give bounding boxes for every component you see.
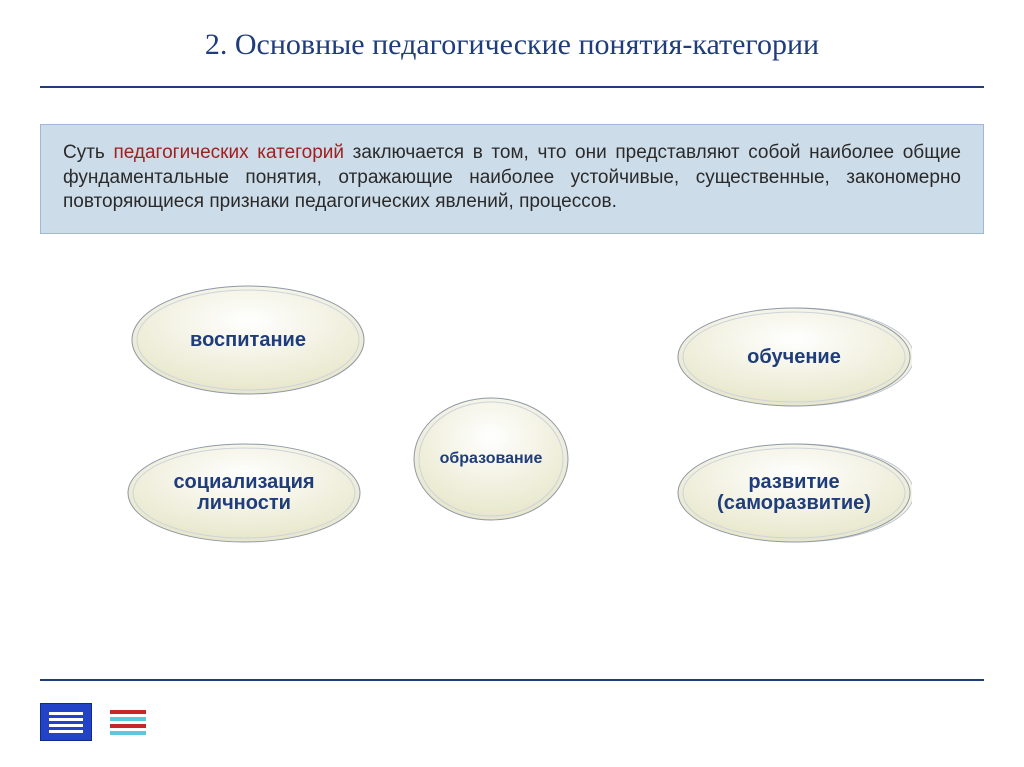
intro-highlight: педагогических категорий xyxy=(113,142,344,163)
concept-label: социализацияличности xyxy=(165,472,322,514)
concept-label: воспитание xyxy=(182,330,314,351)
bottom-divider xyxy=(40,679,984,681)
intro-prefix: Суть xyxy=(63,142,113,163)
concept-obrazovanie: образование xyxy=(412,396,570,522)
concept-obuchenie: обучение xyxy=(676,306,912,408)
concepts-diagram: воспитание обучение образование социализаци… xyxy=(40,246,984,606)
concept-label: обучение xyxy=(739,347,849,368)
intro-textbox: Суть педагогических категорий заключаетс… xyxy=(40,124,984,234)
title-underline xyxy=(40,86,984,88)
concept-razvitie: развитие(саморазвитие) xyxy=(676,442,912,544)
stripe-bar-icon xyxy=(110,710,146,714)
nav-flag-button[interactable] xyxy=(102,703,154,741)
concept-label: образование xyxy=(432,451,551,468)
concept-socializaciya: социализацияличности xyxy=(126,442,362,544)
nav-menu-button[interactable] xyxy=(40,703,92,741)
stripe-bar-icon xyxy=(110,724,146,728)
menu-bar-icon xyxy=(49,712,83,715)
stripe-bar-icon xyxy=(110,717,146,721)
menu-bar-icon xyxy=(49,730,83,733)
stripe-bar-icon xyxy=(110,731,146,735)
concept-vospitanie: воспитание xyxy=(130,284,366,396)
menu-bar-icon xyxy=(49,724,83,727)
menu-bar-icon xyxy=(49,718,83,721)
page-title: 2. Основные педагогические понятия-катег… xyxy=(40,28,984,62)
nav-buttons xyxy=(40,703,154,741)
concept-label: развитие(саморазвитие) xyxy=(709,472,879,514)
